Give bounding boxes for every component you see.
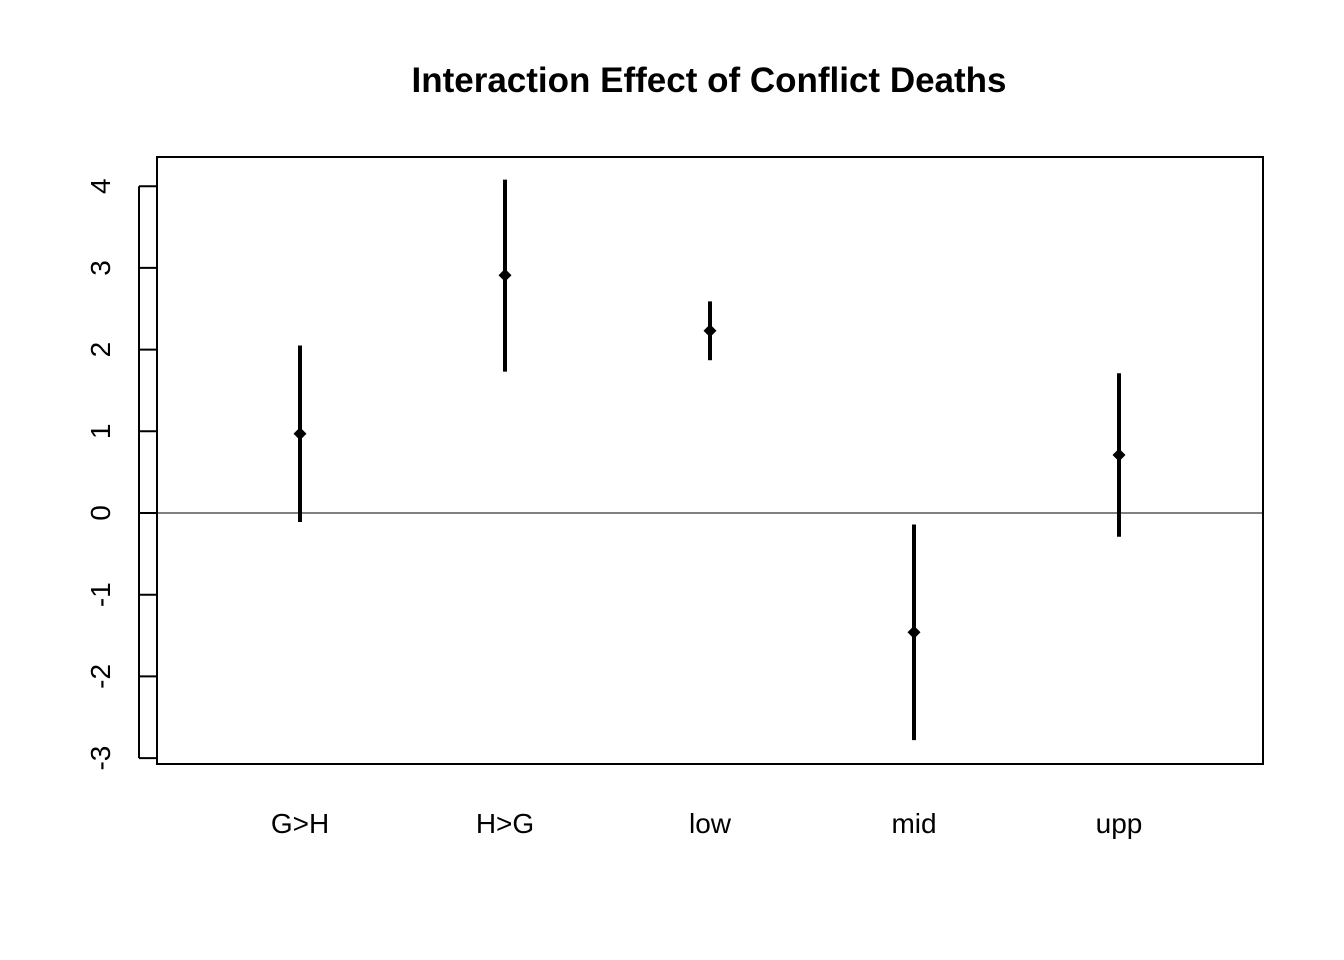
y-tick-label: -2 [85,664,116,689]
estimate-point [1112,448,1126,462]
x-tick-label: upp [1096,808,1143,839]
chart-title: Interaction Effect of Conflict Deaths [411,61,1006,100]
marks-layer [293,179,1126,741]
x-tick-label: G>H [271,808,329,839]
y-tick-label: -1 [85,582,116,607]
x-axis: G>H H>G low mid upp [271,808,1143,839]
y-tick-label: 3 [85,260,116,276]
x-tick-label: H>G [476,808,534,839]
estimate-point [498,268,512,282]
plot-frame [156,156,1264,765]
y-tick-label: -3 [85,746,116,771]
estimate-point [907,625,921,639]
x-tick-label: mid [891,808,936,839]
y-tick-label: 0 [85,505,116,521]
y-axis: -3 -2 -1 0 1 2 3 4 [85,178,157,771]
estimate-point [293,427,307,441]
y-tick-label: 2 [85,342,116,358]
estimate-point [703,324,717,338]
y-tick-label: 1 [85,424,116,440]
y-tick-label: 4 [85,178,116,194]
x-tick-label: low [689,808,732,839]
